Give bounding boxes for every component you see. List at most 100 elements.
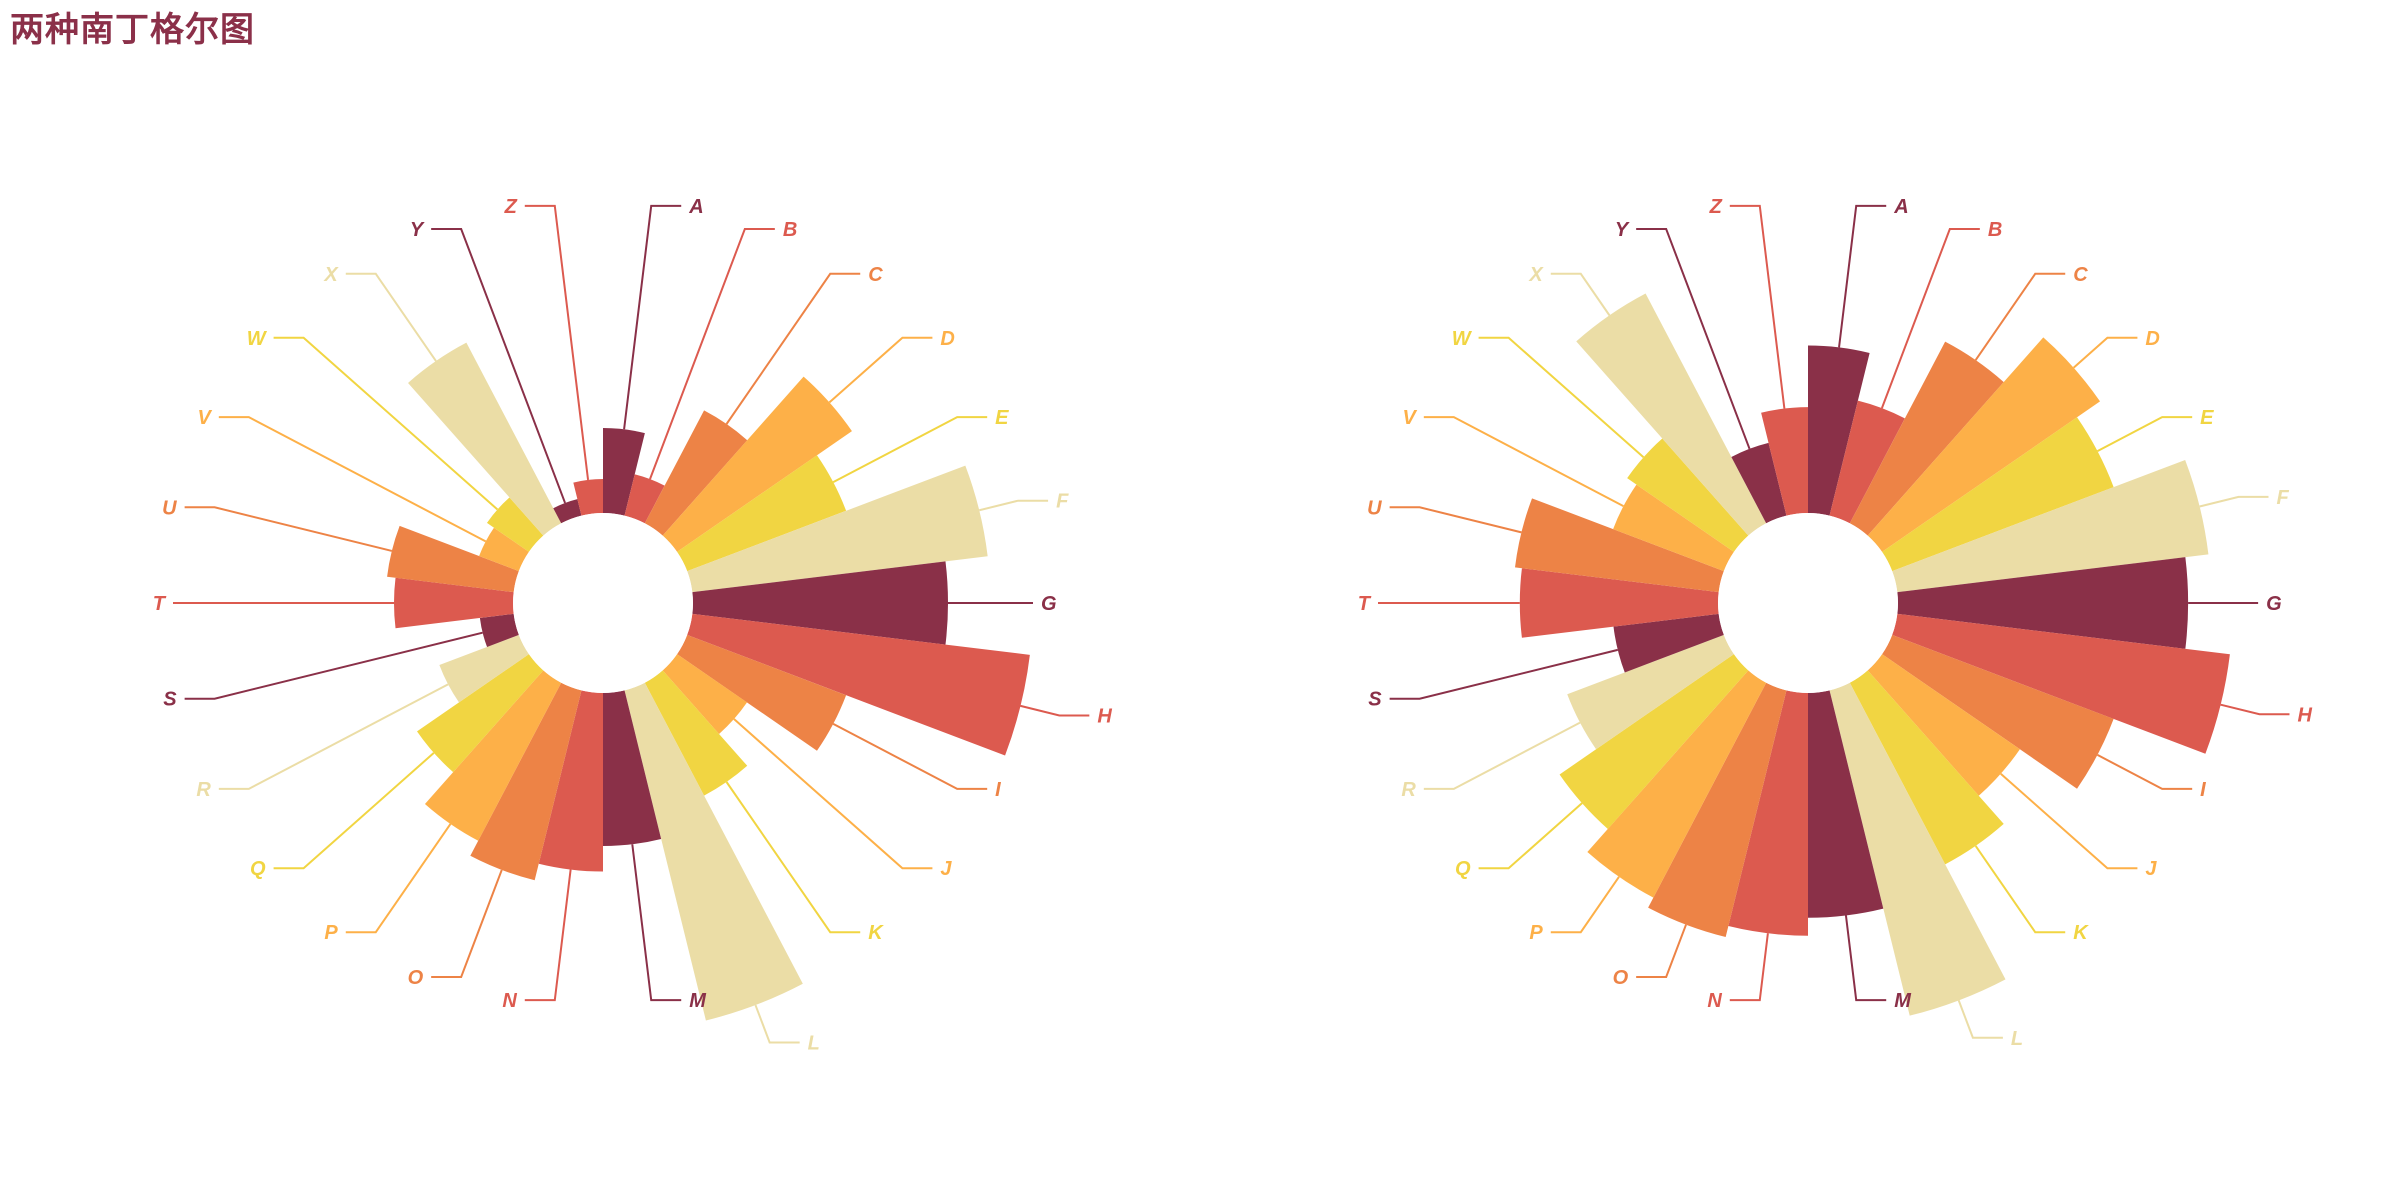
rose-sector-Y xyxy=(553,499,582,524)
category-label-Y: Y xyxy=(410,219,425,241)
leader-line-I xyxy=(832,722,988,790)
rose-chart-radius: A B C D E F G H I J K L M N O P Q R S T U V W X Y Z xyxy=(153,196,1113,1055)
rose-sector-U xyxy=(1515,498,1724,593)
rose-sector-A xyxy=(603,428,645,516)
leader-line-E xyxy=(2096,416,2193,452)
category-label-T: T xyxy=(153,593,167,615)
rose-sector-Z xyxy=(573,479,603,516)
rose-sector-A xyxy=(1808,345,1870,516)
leader-line-U xyxy=(184,506,393,552)
category-label-C: C xyxy=(2073,264,2088,286)
leader-line-J xyxy=(733,718,933,870)
rose-sector-S xyxy=(479,613,519,647)
rose-sector-U xyxy=(387,525,519,593)
category-label-D: D xyxy=(2145,328,2159,350)
rose-sector-K xyxy=(644,670,748,796)
category-label-H: H xyxy=(1097,705,1112,727)
rose-sector-I xyxy=(677,634,847,751)
rose-sector-H xyxy=(1892,613,2230,754)
leader-line-A xyxy=(1838,204,1887,348)
leader-line-B xyxy=(649,227,775,480)
leader-line-S xyxy=(184,631,483,700)
category-label-K: K xyxy=(2073,922,2089,944)
leader-line-P xyxy=(1550,876,1620,934)
rose-sector-R xyxy=(1567,634,1734,750)
rose-sector-N xyxy=(538,690,603,872)
rose-chart-area: A B C D E F G H I J K L M N O P Q R S T U V W X Y Z xyxy=(1358,196,2313,1050)
category-label-K: K xyxy=(868,922,884,944)
leader-line-B xyxy=(1880,227,1980,409)
leader-line-L xyxy=(1957,1000,2003,1039)
category-label-F: F xyxy=(2276,487,2289,509)
leader-line-S xyxy=(1389,648,1618,700)
leader-line-N xyxy=(1729,933,1769,1002)
category-label-Q: Q xyxy=(1455,858,1471,880)
category-label-I: I xyxy=(995,779,1001,801)
category-label-Z: Z xyxy=(504,196,518,218)
category-label-J: J xyxy=(940,858,952,880)
rose-sector-P xyxy=(424,670,562,841)
category-label-P: P xyxy=(1529,922,1543,944)
rose-sector-E xyxy=(1882,417,2114,572)
rose-sector-M xyxy=(1808,690,1884,918)
category-label-W: W xyxy=(247,328,268,350)
rose-sector-E xyxy=(677,455,847,572)
rose-sector-P xyxy=(1587,670,1767,898)
leader-line-P xyxy=(345,823,452,934)
category-label-V: V xyxy=(1402,407,1417,429)
rose-sector-V xyxy=(1613,484,1734,572)
leader-line-M xyxy=(1844,915,1887,1002)
category-label-B: B xyxy=(783,219,797,241)
category-label-S: S xyxy=(163,689,177,711)
rose-sector-V xyxy=(479,527,529,572)
category-label-N: N xyxy=(1707,990,1722,1012)
rose-sector-L xyxy=(624,682,803,1021)
category-label-B: B xyxy=(1988,219,2002,241)
rose-sector-M xyxy=(603,690,662,846)
rose-sector-Q xyxy=(1559,654,1749,829)
rose-sector-R xyxy=(439,634,529,703)
leader-line-Z xyxy=(524,204,590,481)
rose-sector-C xyxy=(644,410,748,536)
category-label-Z: Z xyxy=(1709,196,1723,218)
rose-sector-D xyxy=(662,376,852,552)
category-label-L: L xyxy=(808,1032,820,1054)
leader-line-F xyxy=(979,499,1049,512)
rose-sector-I xyxy=(1882,634,2114,789)
rose-sector-K xyxy=(1849,670,2004,865)
category-label-X: X xyxy=(323,264,339,286)
rose-sector-B xyxy=(624,474,665,524)
rose-sector-Z xyxy=(1761,407,1808,516)
leader-line-K xyxy=(725,781,861,934)
rose-sector-F xyxy=(687,465,988,593)
leader-line-E xyxy=(832,416,988,484)
rose-sector-J xyxy=(662,654,748,734)
leader-line-U xyxy=(1389,506,1522,534)
leader-line-F xyxy=(2199,495,2269,508)
category-label-Q: Q xyxy=(250,858,266,880)
leader-line-L xyxy=(754,1004,800,1044)
rose-sector-O xyxy=(1648,682,1787,938)
rose-sector-W xyxy=(486,497,544,552)
rose-sector-Q xyxy=(417,654,544,773)
leader-line-Y xyxy=(431,227,566,504)
category-label-R: R xyxy=(196,779,211,801)
category-label-T: T xyxy=(1358,593,1372,615)
rose-sector-J xyxy=(1867,654,2020,796)
category-label-U: U xyxy=(162,497,177,519)
leader-line-Z xyxy=(1729,204,1786,409)
leader-line-A xyxy=(623,204,682,430)
leader-line-Q xyxy=(273,752,435,870)
category-label-S: S xyxy=(1368,689,1382,711)
category-label-E: E xyxy=(2200,407,2214,429)
rose-sector-X xyxy=(1576,293,1767,536)
leader-line-I xyxy=(2096,754,2193,790)
rose-sector-H xyxy=(687,613,1030,756)
category-label-M: M xyxy=(689,990,707,1012)
category-label-A: A xyxy=(1893,196,1908,218)
leader-line-V xyxy=(218,416,487,543)
rose-sector-Y xyxy=(1731,442,1787,524)
category-label-J: J xyxy=(2145,858,2157,880)
category-label-I: I xyxy=(2200,779,2206,801)
